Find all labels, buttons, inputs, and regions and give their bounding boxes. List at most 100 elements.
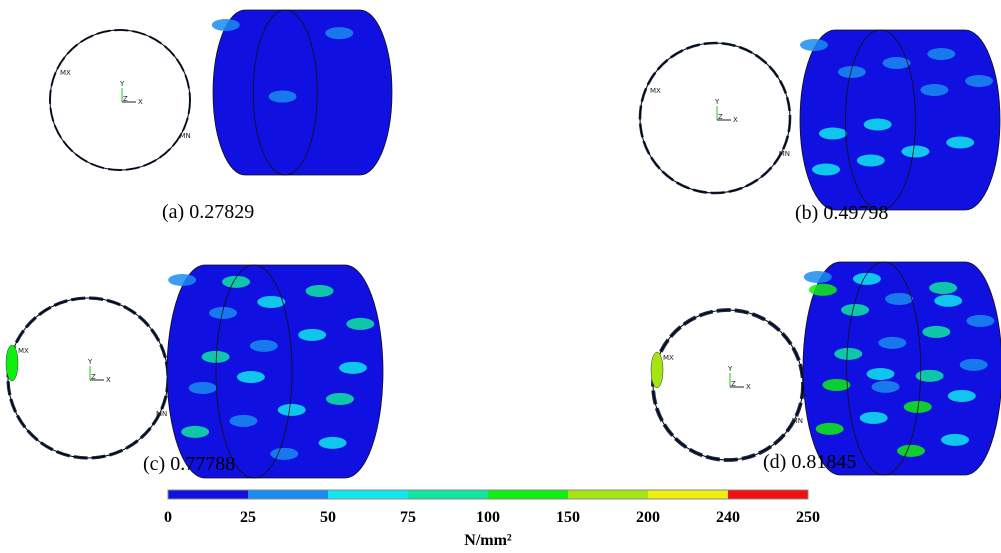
triad-label: Y	[714, 98, 720, 106]
stress-patch	[346, 318, 374, 330]
stress-patch	[812, 164, 840, 176]
stress-patch	[853, 273, 881, 285]
stress-patch	[325, 27, 353, 39]
stress-patch	[819, 128, 847, 140]
stress-patch	[319, 437, 347, 449]
stress-patch	[181, 426, 209, 438]
stress-patch	[326, 393, 354, 405]
stress-patch	[212, 19, 240, 31]
stress-patch	[168, 274, 196, 286]
figure: MXMNYZX(a) 0.27829MXMNYZX(b) 0.49798MXMN…	[0, 0, 1001, 553]
stress-patch	[841, 304, 869, 316]
deformed-ring	[8, 298, 168, 458]
colorbar-label: 50	[320, 509, 336, 526]
colorbar-label: 100	[476, 509, 500, 526]
marker-label: MX	[650, 87, 661, 95]
deformed-ring	[640, 43, 790, 193]
stress-patch	[901, 146, 929, 158]
triad-label: Z	[731, 380, 736, 388]
colorbar-label: 200	[636, 509, 660, 526]
stress-patch	[941, 434, 969, 446]
triad-label: Y	[727, 365, 733, 373]
colorbar-segment	[488, 490, 568, 499]
stress-patch	[834, 348, 862, 360]
deformed-ring	[50, 30, 190, 170]
stress-patch	[237, 371, 265, 383]
triad-label: Z	[123, 95, 128, 103]
colorbar-label: 150	[556, 509, 580, 526]
colorbar-segment	[408, 490, 488, 499]
stress-patch	[298, 329, 326, 341]
marker-label: MX	[60, 69, 71, 77]
colorbar-label: 25	[240, 509, 256, 526]
stress-patch	[229, 415, 257, 427]
marker-label: MN	[779, 150, 790, 158]
panel: MX MN YZ X (c) 0.77788	[6, 265, 383, 478]
stress-patch	[927, 48, 955, 60]
colorbar-label: 250	[796, 509, 820, 526]
marker-label: MX	[18, 347, 29, 355]
stress-patch	[922, 326, 950, 338]
colorbar-segment	[568, 490, 648, 499]
triad-label: X	[746, 383, 751, 391]
colorbar-segment	[248, 490, 328, 499]
cylinder	[213, 10, 392, 175]
stress-patch	[878, 337, 906, 349]
colorbar-label: 240	[716, 509, 740, 526]
hot-spot	[651, 352, 663, 388]
colorbar-segment	[648, 490, 728, 499]
triad-label: X	[106, 376, 111, 384]
stress-patch	[872, 381, 900, 393]
stress-patch	[857, 155, 885, 167]
colorbar-segment	[168, 490, 248, 499]
stress-patch	[816, 423, 844, 435]
stress-patch	[809, 284, 837, 296]
triad-label: Z	[718, 113, 723, 121]
stress-patch	[864, 119, 892, 131]
caption: (a) 0.27829	[162, 201, 254, 223]
stress-patch	[934, 295, 962, 307]
caption: (d) 0.81845	[763, 451, 856, 473]
stress-patch	[800, 39, 828, 51]
stress-patch	[804, 271, 832, 283]
stress-patch	[339, 362, 367, 374]
caption: (c) 0.77788	[143, 453, 235, 475]
stress-patch	[269, 91, 297, 103]
marker-label: MN	[792, 417, 803, 425]
panel: MX MN YZ X (d) 0.81845	[651, 262, 1001, 475]
stress-patch	[929, 282, 957, 294]
stress-patch	[250, 340, 278, 352]
marker-label: MN	[180, 132, 191, 140]
caption: (b) 0.49798	[795, 202, 888, 224]
triad-label: Z	[91, 373, 96, 381]
stress-patch	[965, 75, 993, 87]
stress-patch	[920, 84, 948, 96]
stress-patch	[822, 379, 850, 391]
stress-patch	[948, 390, 976, 402]
stress-patch	[966, 315, 994, 327]
marker-label: MX	[663, 354, 674, 362]
panel: MX MN YZ X (b) 0.49798	[640, 30, 1000, 224]
stress-patch	[916, 370, 944, 382]
triad-label: Y	[119, 80, 125, 88]
marker-label: MN	[156, 410, 167, 418]
stress-patch	[866, 368, 894, 380]
stress-patch	[306, 285, 334, 297]
stress-patch	[189, 382, 217, 394]
colorbar-segment	[728, 490, 808, 499]
stress-patch	[202, 351, 230, 363]
colorbar-unit: N/mm²	[464, 532, 512, 549]
colorbar-label: 75	[400, 509, 416, 526]
triad-label: Y	[87, 358, 93, 366]
colorbar-label: 0	[164, 509, 172, 526]
stress-patch	[946, 137, 974, 149]
triad-label: X	[733, 116, 738, 124]
hot-spot	[6, 345, 18, 381]
stress-patch	[860, 412, 888, 424]
deformed-ring	[653, 310, 803, 460]
stress-patch	[278, 404, 306, 416]
stress-patch	[960, 359, 988, 371]
stress-patch	[885, 293, 913, 305]
colorbar-segment	[328, 490, 408, 499]
